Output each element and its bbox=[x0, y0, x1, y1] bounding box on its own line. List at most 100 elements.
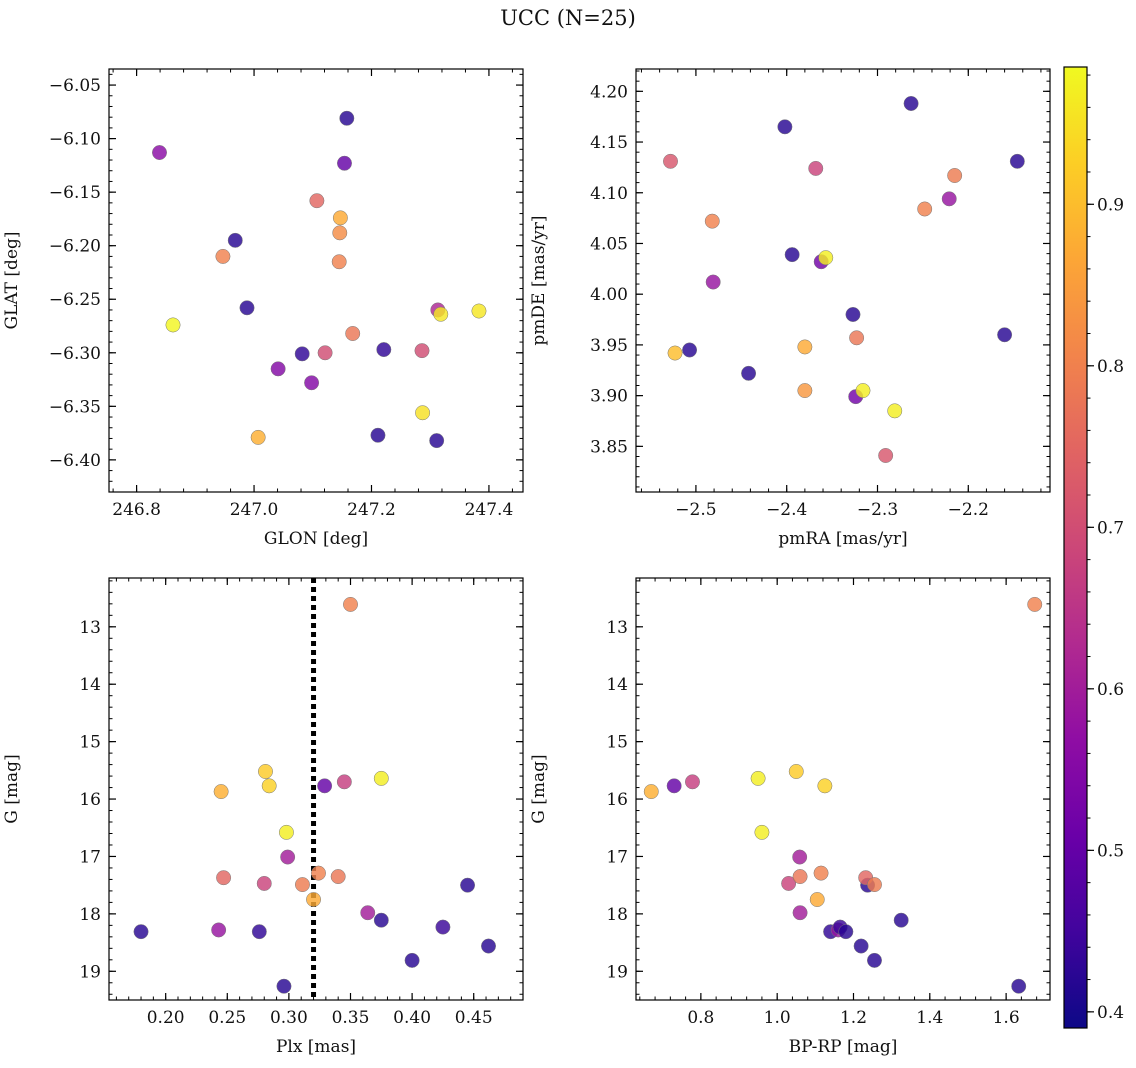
scatter-point[interactable] bbox=[251, 924, 267, 940]
scatter-point[interactable] bbox=[797, 339, 813, 355]
scatter-point[interactable] bbox=[705, 274, 721, 290]
scatter-point[interactable] bbox=[276, 978, 292, 994]
scatter-point[interactable] bbox=[280, 849, 296, 865]
scatter-point[interactable] bbox=[838, 924, 854, 940]
scatter-point[interactable] bbox=[337, 155, 352, 171]
scatter-point[interactable] bbox=[345, 326, 361, 341]
scatter-point[interactable] bbox=[343, 596, 358, 612]
scatter-point[interactable] bbox=[813, 865, 829, 881]
scatter-point[interactable] bbox=[332, 210, 348, 226]
scatter-point[interactable] bbox=[682, 342, 698, 358]
scatter-point[interactable] bbox=[867, 877, 882, 893]
scatter-point[interactable] bbox=[278, 824, 294, 840]
scatter-point[interactable] bbox=[704, 213, 720, 229]
scatter-point[interactable] bbox=[643, 784, 659, 800]
scatter-point[interactable] bbox=[211, 922, 227, 938]
scatter-point[interactable] bbox=[777, 119, 793, 135]
scatter-point[interactable] bbox=[792, 869, 808, 885]
scatter-point[interactable] bbox=[663, 153, 678, 169]
scatter-point[interactable] bbox=[878, 448, 894, 463]
scatter-point[interactable] bbox=[332, 225, 348, 241]
scatter-point[interactable] bbox=[792, 849, 808, 865]
scatter-point[interactable] bbox=[666, 778, 682, 794]
y-tick-label: 4.00 bbox=[590, 285, 628, 305]
colorbar-tick-label: 0.6 bbox=[1097, 680, 1124, 700]
scatter-point[interactable] bbox=[893, 912, 909, 928]
y-tick-label: −6.15 bbox=[49, 183, 101, 203]
scatter-point[interactable] bbox=[227, 232, 243, 248]
scatter-point[interactable] bbox=[867, 952, 882, 968]
scatter-point[interactable] bbox=[481, 938, 496, 954]
scatter-point[interactable] bbox=[788, 764, 804, 779]
x-tick-label: 247.2 bbox=[347, 500, 396, 520]
scatter-point[interactable] bbox=[376, 342, 392, 358]
scatter-point[interactable] bbox=[818, 250, 834, 266]
scatter-point[interactable] bbox=[370, 427, 386, 443]
scatter-point[interactable] bbox=[373, 770, 389, 786]
scatter-point[interactable] bbox=[258, 764, 273, 779]
scatter-point[interactable] bbox=[853, 938, 869, 954]
y-tick-label: 3.85 bbox=[590, 437, 628, 457]
scatter-point[interactable] bbox=[997, 327, 1013, 343]
scatter-point[interactable] bbox=[152, 145, 167, 160]
scatter-point[interactable] bbox=[336, 774, 352, 790]
scatter-point[interactable] bbox=[1009, 153, 1025, 169]
scatter-point[interactable] bbox=[414, 343, 430, 359]
scatter-point[interactable] bbox=[213, 784, 229, 800]
scatter-point[interactable] bbox=[339, 110, 355, 126]
scatter-point[interactable] bbox=[797, 383, 813, 399]
scatter-point[interactable] bbox=[741, 365, 757, 381]
scatter-point[interactable] bbox=[317, 345, 333, 361]
scatter-point[interactable] bbox=[294, 877, 310, 893]
scatter-point[interactable] bbox=[817, 778, 833, 794]
x-tick-label: 0.30 bbox=[270, 1008, 308, 1028]
scatter-point[interactable] bbox=[317, 778, 333, 794]
scatter-point[interactable] bbox=[331, 254, 347, 270]
scatter-point[interactable] bbox=[754, 824, 770, 840]
scatter-point[interactable] bbox=[947, 168, 963, 183]
scatter-point[interactable] bbox=[429, 433, 445, 449]
scatter-point[interactable] bbox=[1011, 978, 1027, 994]
scatter-point[interactable] bbox=[133, 924, 149, 940]
scatter-point[interactable] bbox=[311, 865, 326, 881]
scatter-point[interactable] bbox=[306, 892, 321, 907]
scatter-point[interactable] bbox=[685, 774, 700, 790]
scatter-point[interactable] bbox=[435, 919, 451, 935]
scatter-point[interactable] bbox=[750, 770, 766, 786]
scatter-point[interactable] bbox=[373, 912, 389, 928]
scatter-point[interactable] bbox=[792, 905, 808, 921]
scatter-point[interactable] bbox=[808, 160, 824, 176]
scatter-point[interactable] bbox=[941, 191, 957, 207]
scatter-point[interactable] bbox=[471, 303, 487, 319]
scatter-point[interactable] bbox=[261, 778, 277, 794]
scatter-point[interactable] bbox=[304, 375, 320, 391]
scatter-point[interactable] bbox=[1027, 596, 1043, 612]
scatter-point[interactable] bbox=[855, 383, 871, 399]
scatter-point[interactable] bbox=[270, 361, 286, 377]
scatter-point[interactable] bbox=[460, 877, 476, 893]
scatter-point[interactable] bbox=[781, 875, 797, 891]
scatter-point[interactable] bbox=[250, 429, 266, 445]
scatter-point[interactable] bbox=[809, 892, 825, 907]
y-tick-label: 17 bbox=[79, 847, 101, 867]
scatter-point[interactable] bbox=[887, 403, 903, 419]
scatter-point[interactable] bbox=[917, 201, 933, 217]
scatter-point[interactable] bbox=[256, 875, 272, 891]
scatter-point[interactable] bbox=[360, 905, 376, 921]
scatter-point[interactable] bbox=[330, 869, 346, 885]
scatter-point[interactable] bbox=[415, 405, 431, 421]
y-tick-label: 13 bbox=[79, 618, 101, 638]
scatter-point[interactable] bbox=[165, 317, 181, 333]
scatter-point[interactable] bbox=[784, 247, 800, 263]
scatter-point[interactable] bbox=[294, 346, 310, 362]
scatter-point[interactable] bbox=[215, 248, 231, 264]
scatter-point[interactable] bbox=[404, 952, 420, 968]
scatter-point[interactable] bbox=[667, 345, 683, 361]
scatter-point[interactable] bbox=[903, 96, 919, 111]
scatter-point[interactable] bbox=[239, 300, 255, 316]
scatter-point[interactable] bbox=[433, 306, 449, 322]
scatter-point[interactable] bbox=[216, 870, 232, 886]
scatter-point[interactable] bbox=[845, 307, 861, 322]
scatter-point[interactable] bbox=[309, 193, 325, 209]
scatter-point[interactable] bbox=[849, 330, 865, 346]
